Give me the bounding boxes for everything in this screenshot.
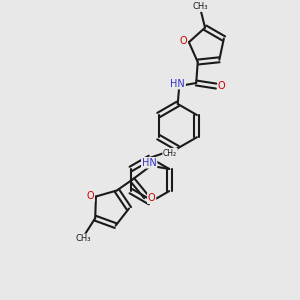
Text: CH₃: CH₃: [193, 2, 208, 11]
Text: HN: HN: [170, 79, 185, 88]
Text: O: O: [148, 193, 155, 203]
Text: O: O: [179, 36, 187, 46]
Text: CH₂: CH₂: [163, 148, 177, 158]
Text: HN: HN: [142, 158, 157, 168]
Text: CH₃: CH₃: [75, 234, 91, 243]
Text: O: O: [218, 81, 226, 91]
Text: O: O: [87, 191, 94, 202]
